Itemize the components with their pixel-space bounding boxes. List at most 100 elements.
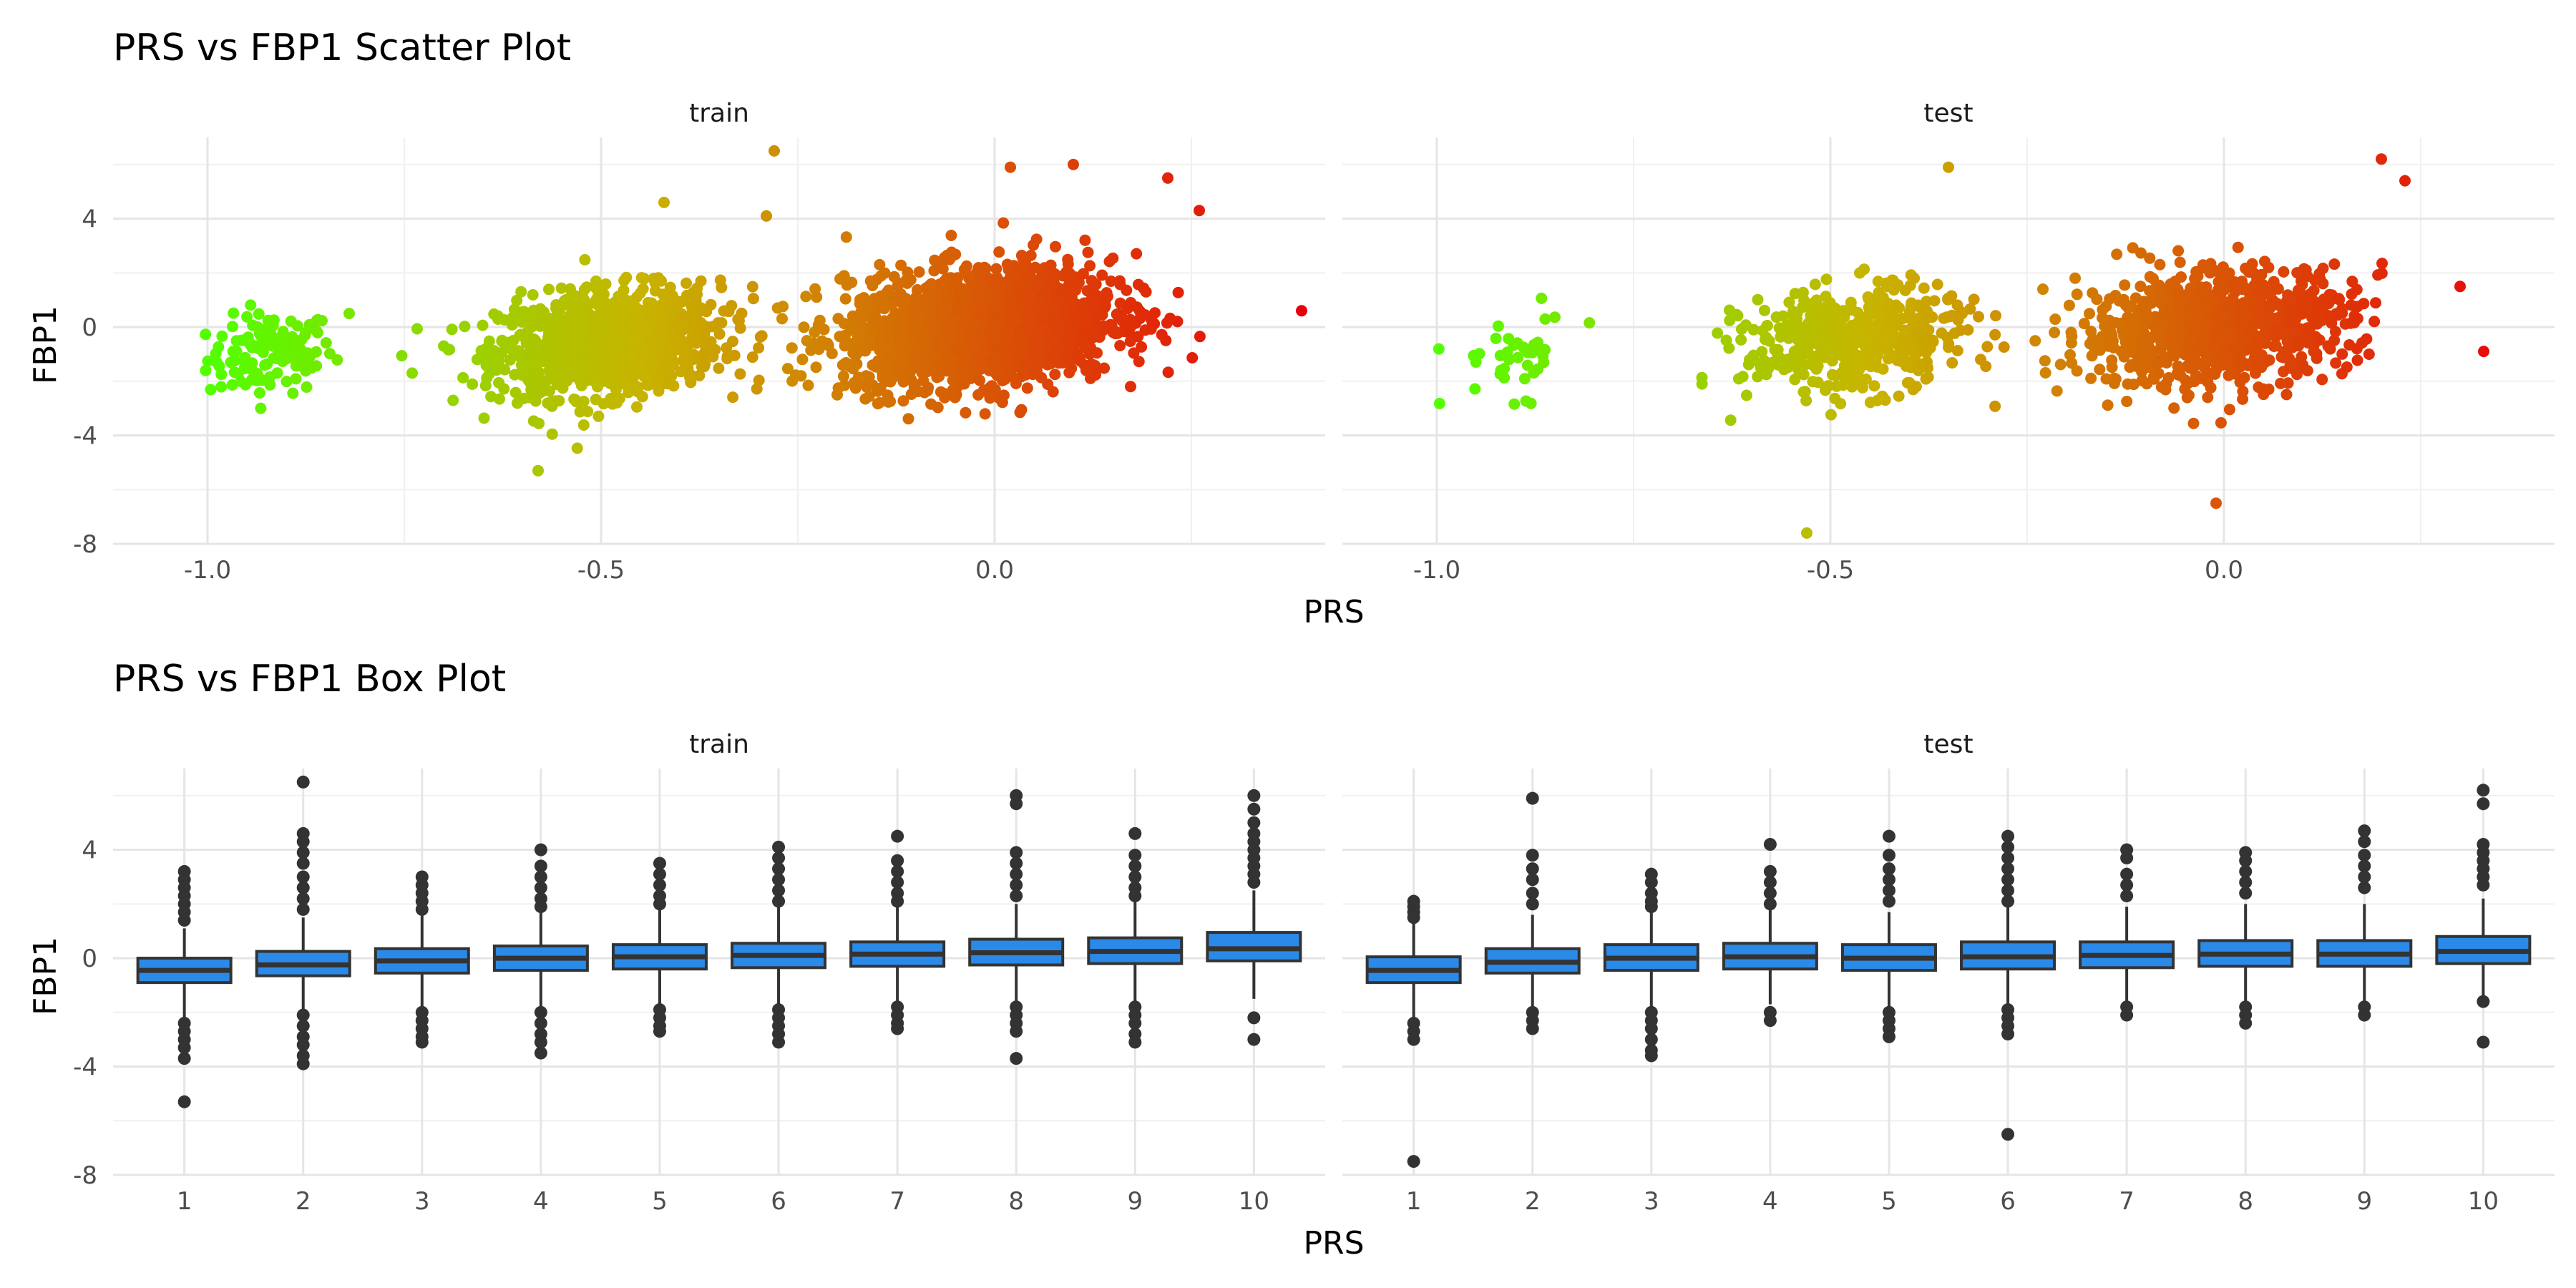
scatter-point bbox=[575, 379, 587, 391]
scatter-point bbox=[504, 354, 516, 366]
scatter-point bbox=[902, 413, 914, 425]
scatter-point bbox=[875, 302, 887, 314]
box-y-axis-label: FBP1 bbox=[27, 937, 64, 1015]
box-outlier bbox=[1526, 791, 1539, 805]
scatter-point bbox=[982, 291, 994, 303]
scatter-point bbox=[1086, 298, 1098, 310]
scatter-point bbox=[245, 299, 257, 311]
scatter-point bbox=[202, 355, 214, 367]
box-outlier bbox=[1010, 889, 1023, 902]
scatter-point bbox=[2049, 313, 2062, 326]
scatter-point bbox=[304, 351, 316, 363]
scatter-point bbox=[638, 273, 650, 285]
scatter-point bbox=[1146, 318, 1158, 330]
box-outlier bbox=[534, 1046, 547, 1060]
scatter-point bbox=[2065, 337, 2077, 349]
scatter-point bbox=[1873, 286, 1885, 298]
box-outlier bbox=[1128, 826, 1142, 840]
scatter-point bbox=[1770, 311, 1782, 323]
scatter-point bbox=[1518, 373, 1531, 385]
scatter-point bbox=[2197, 285, 2209, 297]
scatter-point bbox=[686, 312, 698, 324]
scatter-point bbox=[2135, 247, 2147, 259]
box-facet-label-test: test bbox=[1923, 730, 1973, 759]
scatter-point bbox=[652, 374, 664, 386]
box-x-tick-label: 1 bbox=[1406, 1187, 1422, 1216]
scatter-point bbox=[2223, 404, 2235, 416]
scatter-point bbox=[295, 343, 306, 355]
scatter-point bbox=[2066, 357, 2078, 369]
scatter-point bbox=[1124, 336, 1136, 347]
scatter-point bbox=[2100, 373, 2112, 385]
scatter-point bbox=[2029, 335, 2041, 347]
scatter-point bbox=[1975, 353, 1986, 366]
scatter-point bbox=[985, 353, 997, 366]
scatter-point bbox=[2085, 372, 2097, 384]
scatter-point bbox=[2376, 258, 2388, 270]
scatter-point bbox=[2317, 263, 2329, 274]
scatter-point bbox=[299, 329, 311, 341]
scatter-point bbox=[1492, 320, 1504, 332]
scatter-point bbox=[2304, 323, 2316, 335]
scatter-point bbox=[554, 346, 566, 358]
scatter-point bbox=[1803, 348, 1815, 361]
scatter-point bbox=[2199, 262, 2211, 274]
scatter-point bbox=[1829, 392, 1841, 404]
box-outlier bbox=[2001, 1028, 2015, 1041]
scatter-point bbox=[963, 291, 975, 302]
scatter-point bbox=[2173, 364, 2185, 376]
scatter-point bbox=[1469, 383, 1481, 395]
scatter-point bbox=[2121, 396, 2133, 407]
scatter-point bbox=[2316, 374, 2328, 386]
scatter-point bbox=[726, 300, 738, 312]
box-outlier bbox=[1644, 1049, 1658, 1063]
scatter-point bbox=[1756, 346, 1768, 358]
scatter-point bbox=[2091, 293, 2103, 306]
scatter-point bbox=[534, 320, 546, 332]
scatter-point bbox=[210, 356, 223, 368]
scatter-point bbox=[515, 286, 527, 298]
scatter-point bbox=[2122, 378, 2134, 390]
scatter-point bbox=[522, 348, 535, 360]
box-outlier bbox=[891, 1022, 904, 1035]
scatter-x-tick-label: 0.0 bbox=[975, 556, 1014, 585]
scatter-point bbox=[937, 263, 949, 275]
scatter-point bbox=[511, 294, 523, 306]
box-outlier bbox=[296, 775, 310, 789]
scatter-point bbox=[567, 333, 579, 345]
box-outlier bbox=[772, 1035, 786, 1049]
scatter-point bbox=[841, 279, 853, 291]
scatter-point bbox=[992, 288, 1005, 300]
scatter-point bbox=[1002, 262, 1015, 273]
scatter-point bbox=[2231, 279, 2243, 291]
scatter-point bbox=[2356, 337, 2368, 349]
scatter-point bbox=[1882, 298, 1894, 309]
box-outlier bbox=[1010, 797, 1023, 811]
scatter-point bbox=[2351, 301, 2363, 313]
scatter-point bbox=[1030, 333, 1043, 345]
scatter-point bbox=[2399, 175, 2411, 187]
scatter-point bbox=[882, 396, 894, 408]
scatter-point bbox=[665, 293, 678, 305]
scatter-point bbox=[2106, 354, 2118, 366]
box-x-tick-label: 9 bbox=[1127, 1187, 1143, 1216]
scatter-point bbox=[922, 381, 935, 394]
scatter-point bbox=[916, 366, 928, 379]
scatter-point bbox=[532, 464, 544, 477]
scatter-point bbox=[2203, 298, 2215, 311]
scatter-point bbox=[2110, 317, 2122, 329]
scatter-point bbox=[597, 398, 610, 410]
scatter-point bbox=[576, 325, 588, 337]
box-outlier bbox=[415, 1035, 429, 1049]
scatter-point bbox=[1946, 357, 1958, 369]
scatter-point bbox=[235, 376, 247, 387]
box-outlier bbox=[2358, 835, 2371, 849]
scatter-point bbox=[861, 381, 873, 394]
scatter-point bbox=[1731, 308, 1742, 321]
scatter-point bbox=[583, 364, 595, 376]
scatter-point bbox=[1084, 260, 1096, 272]
scatter-point bbox=[2372, 269, 2384, 281]
scatter-point bbox=[937, 308, 948, 320]
scatter-point bbox=[200, 328, 212, 341]
scatter-point bbox=[1782, 332, 1795, 344]
